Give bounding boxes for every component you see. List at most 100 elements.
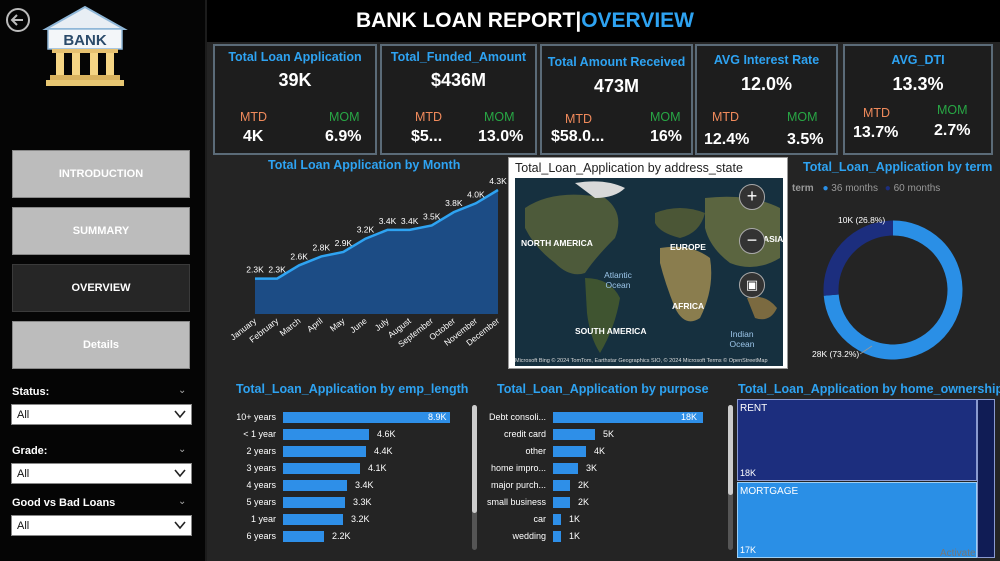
- kpi-card-amount-received[interactable]: Total Amount Received 473M MTD MOM $58.0…: [540, 44, 693, 155]
- bar-row[interactable]: 3 years 4.1K: [212, 463, 490, 476]
- select-area-icon[interactable]: ▣: [739, 272, 765, 298]
- data-label: 2.3K: [246, 265, 264, 275]
- kpi-card-avg-dti[interactable]: AVG_DTI 13.3% MTD MOM 13.7% 2.7%: [843, 44, 993, 155]
- monthly-area-chart[interactable]: 2.3KJanuary2.3KFebruary2.6KMarch2.8KApri…: [210, 172, 508, 372]
- bar[interactable]: [553, 412, 703, 423]
- legend-36-label[interactable]: 36 months: [831, 183, 878, 194]
- treemap-rent[interactable]: RENT 18K: [737, 399, 977, 481]
- label-atlantic-ocean: Atlantic Ocean: [604, 270, 632, 290]
- bar[interactable]: [283, 497, 345, 508]
- nav-details-button[interactable]: Details: [12, 321, 190, 369]
- bar-row[interactable]: 5 years 3.3K: [212, 497, 490, 510]
- kpi-mom-label: MOM: [329, 110, 360, 124]
- donut-slice-60-months: [823, 220, 894, 296]
- chevron-down-icon[interactable]: ⌄: [178, 444, 187, 455]
- bar-row[interactable]: home impro... 3K: [482, 463, 743, 476]
- area-line: [255, 188, 499, 280]
- state-map-panel[interactable]: Total_Loan_Application by address_state …: [508, 157, 788, 369]
- kpi-mom-value: 3.5%: [787, 131, 824, 148]
- bar-row[interactable]: wedding 1K: [482, 531, 743, 544]
- data-label: 3.5K: [423, 211, 441, 221]
- treemap-other[interactable]: [977, 399, 995, 558]
- bar-row[interactable]: < 1 year 4.6K: [212, 429, 490, 442]
- nav-summary-button[interactable]: SUMMARY: [12, 207, 190, 255]
- loan-quality-filter-select[interactable]: All: [11, 515, 192, 536]
- kpi-mom-value: 16%: [650, 128, 683, 145]
- bar-row[interactable]: 10+ years 8.9K: [212, 412, 490, 425]
- bar-value-label: 4.1K: [368, 463, 387, 473]
- emp-scrollbar[interactable]: [472, 405, 477, 550]
- emp-scrollbar-thumb[interactable]: [472, 405, 477, 513]
- bar-row[interactable]: other 4K: [482, 446, 743, 459]
- kpi-value: 473M: [593, 76, 640, 96]
- donut-slice-36-months: [823, 220, 963, 360]
- bar[interactable]: [553, 514, 561, 525]
- bar-category-label: < 1 year: [243, 429, 276, 439]
- bar-row[interactable]: 2 years 4.4K: [212, 446, 490, 459]
- bar-category-label: 2 years: [246, 446, 276, 456]
- bar-row[interactable]: small business 2K: [482, 497, 743, 510]
- bar-value-label: 3.3K: [353, 497, 372, 507]
- kpi-card-interest-rate[interactable]: AVG Interest Rate 12.0% MTD MOM 12.4% 3.…: [695, 44, 838, 155]
- status-filter-label: Status:: [12, 386, 50, 398]
- bar-row[interactable]: 1 year 3.2K: [212, 514, 490, 527]
- bar-row[interactable]: major purch... 2K: [482, 480, 743, 493]
- bar-row[interactable]: car 1K: [482, 514, 743, 527]
- bar-value-label: 1K: [569, 514, 581, 524]
- kpi-mom-value: 6.9%: [325, 128, 362, 145]
- bar-row[interactable]: Debt consoli... 18K: [482, 412, 743, 425]
- bar[interactable]: [553, 446, 586, 457]
- bar[interactable]: [553, 480, 570, 491]
- bar[interactable]: [553, 429, 595, 440]
- legend-60-label[interactable]: 60 months: [893, 183, 941, 194]
- map-brand: Microsoft Bing: [515, 358, 550, 364]
- nav-introduction-button[interactable]: INTRODUCTION: [12, 150, 190, 198]
- bar[interactable]: [283, 446, 366, 457]
- bar[interactable]: [283, 429, 369, 440]
- zoom-out-button[interactable]: −: [739, 228, 765, 254]
- chevron-down-icon[interactable]: ⌄: [178, 496, 187, 507]
- bar[interactable]: [283, 531, 324, 542]
- bar-value-label: 4.6K: [377, 429, 396, 439]
- bar-row[interactable]: credit card 5K: [482, 429, 743, 442]
- bar[interactable]: [283, 412, 450, 423]
- world-map[interactable]: NORTH AMERICA EUROPE ASIA AFRICA SOUTH A…: [515, 178, 783, 366]
- bar-category-label: 3 years: [246, 463, 276, 473]
- term-donut-chart[interactable]: 28K (73.2%) 10K (26.8%): [780, 200, 995, 370]
- grade-filter-select[interactable]: All: [11, 463, 192, 484]
- bar-value-label: 2K: [578, 497, 590, 507]
- bar-category-label: car: [533, 514, 546, 524]
- data-label: 2.9K: [335, 238, 353, 248]
- bar-category-label: home impro...: [490, 463, 546, 473]
- zoom-in-button[interactable]: +: [739, 184, 765, 210]
- status-filter-select[interactable]: All: [11, 404, 192, 425]
- bar[interactable]: [553, 497, 570, 508]
- bar[interactable]: [283, 480, 347, 491]
- bar[interactable]: [553, 531, 561, 542]
- back-arrow-icon[interactable]: [6, 8, 30, 32]
- bar-row[interactable]: 6 years 2.2K: [212, 531, 490, 544]
- term-chart-title: Total_Loan_Application by term: [803, 160, 993, 174]
- bar[interactable]: [283, 514, 343, 525]
- bar-row[interactable]: 4 years 3.4K: [212, 480, 490, 493]
- kpi-card-loan-applications[interactable]: Total Loan Application 39K MTD MOM 4K 6.…: [213, 44, 377, 155]
- purpose-scrollbar[interactable]: [728, 405, 733, 550]
- map-attribution: © 2024 TomTom, Earthstar Geographics SIO…: [551, 358, 768, 364]
- kpi-mom-label: MOM: [937, 103, 968, 117]
- header: BANK LOAN REPORT|OVERVIEW: [207, 0, 1000, 42]
- legend-title: term: [792, 183, 814, 194]
- kpi-mtd-value: $5...: [411, 128, 443, 145]
- nav-overview-button[interactable]: OVERVIEW: [12, 264, 190, 312]
- bar-value-label: 3.2K: [351, 514, 370, 524]
- data-label: 3.8K: [445, 198, 463, 208]
- bank-logo-icon: BANK: [42, 5, 128, 86]
- bar[interactable]: [553, 463, 578, 474]
- kpi-card-funded-amount[interactable]: Total_Funded_Amount $436M MTD MOM $5... …: [380, 44, 537, 155]
- purpose-scrollbar-thumb[interactable]: [728, 405, 733, 495]
- bar-value-label: 4.4K: [374, 446, 393, 456]
- kpi-title: AVG Interest Rate: [713, 53, 820, 67]
- treemap-mortgage[interactable]: MORTGAGE 17K: [737, 482, 977, 558]
- bar[interactable]: [283, 463, 360, 474]
- treemap-label: RENT: [740, 403, 768, 414]
- chevron-down-icon[interactable]: ⌄: [178, 385, 187, 396]
